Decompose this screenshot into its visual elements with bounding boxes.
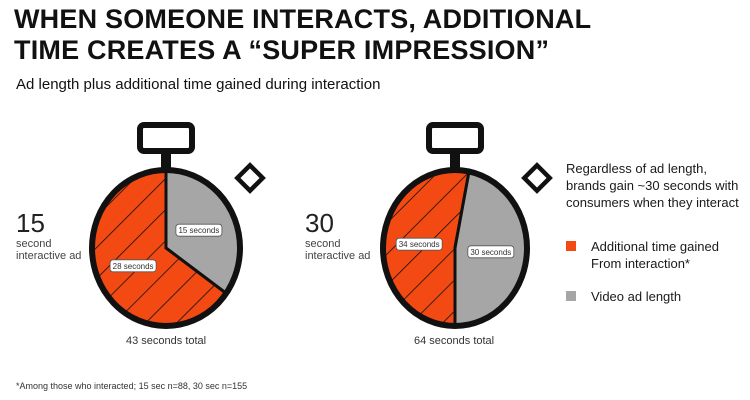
ad-length-description-30: second interactive ad (305, 238, 370, 262)
slice-label: 34 seconds (399, 240, 440, 249)
stopwatch-rim (380, 167, 530, 329)
legend-label: Video ad length (591, 288, 741, 305)
stopwatch-crown (137, 122, 195, 154)
side-note-line: Regardless of ad length, (566, 161, 707, 176)
ad-length-number-30: 30 (305, 208, 334, 238)
legend-label-line: From interaction* (591, 256, 690, 271)
ad-desc-line: second (16, 238, 52, 250)
slice-label-box (175, 223, 223, 237)
side-note-line: brands gain ~30 seconds with (566, 178, 739, 193)
legend-label-line: Video ad length (591, 289, 682, 304)
total-label-30: 64 seconds total (414, 335, 495, 347)
legend-swatch-video (566, 291, 576, 301)
ad-desc-line: second (305, 238, 341, 250)
stopwatch-rim (89, 167, 243, 329)
ad-length-description-15: second interactive ad (16, 238, 81, 262)
chart-subtitle: Ad length plus additional time gained du… (16, 76, 381, 93)
stopwatch-button (234, 162, 266, 194)
legend-swatch-interaction (566, 241, 576, 251)
title-line-1: WHEN SOMEONE INTERACTS, ADDITIONAL (14, 4, 592, 34)
slice-label: 28 seconds (113, 262, 154, 271)
ad-desc-line: interactive ad (305, 250, 371, 262)
legend-label: Additional time gained From interaction* (591, 238, 741, 272)
ad-desc-line: interactive ad (16, 250, 82, 262)
legend-label-line: Additional time gained (591, 239, 719, 254)
total-label-15: 43 seconds total (126, 335, 207, 347)
slice-label-box (109, 259, 157, 273)
ad-length-number-15: 15 (16, 208, 45, 238)
slice-label-box (395, 237, 443, 251)
side-note-line: consumers when they interact (566, 195, 739, 210)
stopwatch-pie-15: 15 seconds 28 seconds (68, 120, 268, 330)
title-line-2: TIME CREATES A “SUPER IMPRESSION” (14, 35, 550, 65)
stopwatch-pie-30-svg: 34 seconds 30 seconds (380, 122, 553, 329)
stopwatch-pie-30: 34 seconds 30 seconds (365, 120, 555, 330)
stopwatch-crown (426, 122, 484, 154)
chart-title: WHEN SOMEONE INTERACTS, ADDITIONAL TIME … (14, 4, 591, 66)
side-note: Regardless of ad length, brands gain ~30… (566, 160, 746, 211)
stopwatch-button (521, 162, 553, 194)
stopwatch-pie-15-svg: 15 seconds 28 seconds (89, 122, 266, 329)
stopwatch-stem (450, 150, 460, 172)
stopwatch-stem (161, 150, 171, 172)
slice-label: 30 seconds (470, 248, 511, 257)
footnote: *Among those who interacted; 15 sec n=88… (16, 381, 248, 391)
slice-label: 15 seconds (178, 226, 219, 235)
slice-label-box (467, 245, 515, 259)
